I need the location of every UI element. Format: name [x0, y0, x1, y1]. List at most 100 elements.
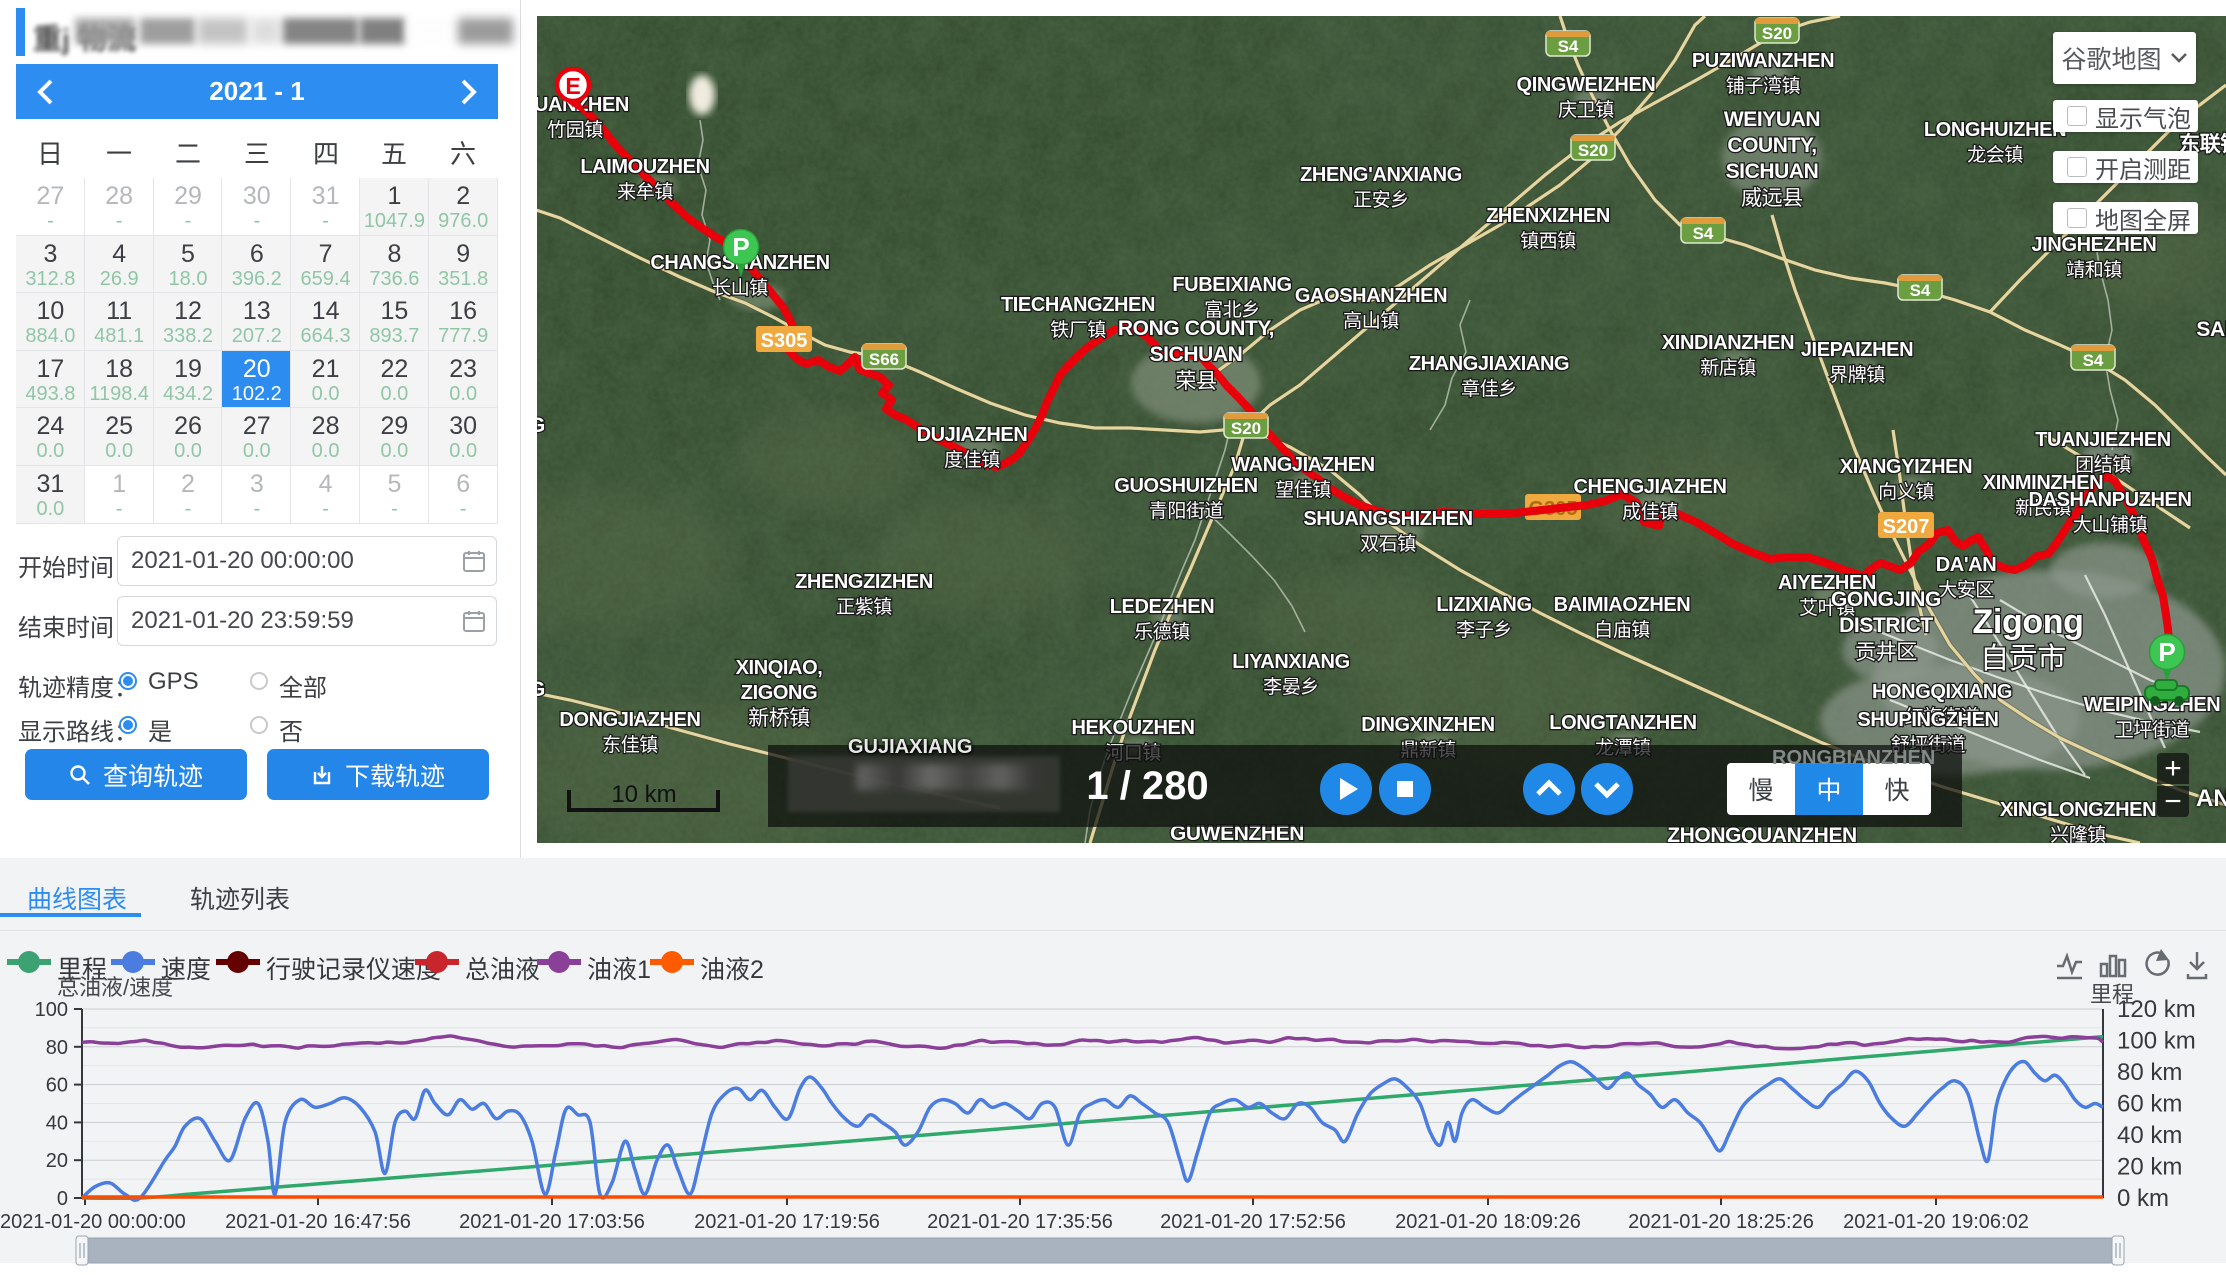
- svg-text:ZHENG'ANXIANG: ZHENG'ANXIANG: [1300, 164, 1462, 186]
- svg-text:S207: S207: [1883, 516, 1930, 538]
- svg-text:靖和镇: 靖和镇: [2066, 259, 2122, 281]
- svg-text:LIYANXIANG: LIYANXIANG: [1232, 651, 1350, 673]
- svg-text:0 km: 0 km: [2117, 1185, 2169, 1212]
- svg-text:SHUANGSHIZHEN: SHUANGSHIZHEN: [1303, 508, 1472, 530]
- svg-text:来牟镇: 来牟镇: [617, 181, 673, 203]
- svg-text:XIANGYIZHEN: XIANGYIZHEN: [1840, 456, 1972, 478]
- svg-text:铺子湾镇: 铺子湾镇: [1726, 75, 1801, 97]
- svg-text:红旗街道: 红旗街道: [1905, 706, 1980, 728]
- svg-text:LEDEZHEN: LEDEZHEN: [1110, 596, 1215, 618]
- svg-text:BAIMIAOZHEN: BAIMIAOZHEN: [1554, 594, 1691, 616]
- svg-text:XINGLONGZHEN: XINGLONGZHEN: [2000, 799, 2156, 821]
- svg-text:XINDIANZHEN: XINDIANZHEN: [1662, 332, 1794, 354]
- svg-text:大安区: 大安区: [1938, 579, 1994, 601]
- svg-text:龙会镇: 龙会镇: [1967, 144, 2023, 166]
- svg-text:60 km: 60 km: [2117, 1091, 2182, 1118]
- svg-text:S20: S20: [1578, 141, 1608, 160]
- svg-text:G: G: [537, 414, 545, 437]
- svg-text:新桥镇: 新桥镇: [748, 707, 810, 730]
- svg-text:东佳镇: 东佳镇: [602, 734, 658, 756]
- svg-text:镇西镇: 镇西镇: [1520, 230, 1576, 252]
- svg-text:长山镇: 长山镇: [712, 277, 768, 299]
- svg-text:度佳镇: 度佳镇: [944, 449, 1000, 471]
- svg-text:PUZIWANZHEN: PUZIWANZHEN: [1692, 50, 1834, 72]
- svg-text:总油液/速度: 总油液/速度: [57, 975, 173, 1000]
- svg-text:2021-01-20 18:25:26: 2021-01-20 18:25:26: [1628, 1211, 1814, 1233]
- svg-text:GAOSHANZHEN: GAOSHANZHEN: [1295, 285, 1447, 307]
- svg-text:SHUPINGZHEN: SHUPINGZHEN: [1857, 709, 1998, 731]
- svg-text:QINGWEIZHEN: QINGWEIZHEN: [1517, 74, 1656, 96]
- svg-text:贡井区: 贡井区: [1855, 641, 1917, 664]
- svg-text:2021-01-20 17:19:56: 2021-01-20 17:19:56: [694, 1211, 880, 1233]
- svg-text:WANGJIAZHEN: WANGJIAZHEN: [1231, 454, 1374, 476]
- svg-text:Zigong: Zigong: [1973, 603, 2084, 641]
- svg-text:P: P: [732, 232, 749, 262]
- svg-text:COUNTY,: COUNTY,: [1727, 134, 1816, 157]
- svg-text:新店镇: 新店镇: [1700, 357, 1756, 379]
- svg-text:ZIGONG: ZIGONG: [741, 682, 818, 704]
- svg-text:JIEPAIZHEN: JIEPAIZHEN: [1801, 339, 1913, 361]
- svg-text:80: 80: [46, 1037, 68, 1059]
- svg-text:ZHENGZIZHEN: ZHENGZIZHEN: [795, 571, 933, 593]
- svg-text:GONGJING: GONGJING: [1831, 588, 1941, 611]
- svg-text:乐德镇: 乐德镇: [1134, 621, 1190, 643]
- svg-text:李晏乡: 李晏乡: [1263, 676, 1319, 698]
- svg-text:自贡市: 自贡市: [1980, 642, 2066, 675]
- svg-text:高山镇: 高山镇: [1343, 310, 1399, 332]
- svg-text:AIYEZHEN: AIYEZHEN: [1778, 572, 1876, 594]
- svg-text:S305: S305: [761, 330, 808, 352]
- svg-text:铁厂镇: 铁厂镇: [1050, 319, 1106, 341]
- svg-text:LONGHUIZHEN: LONGHUIZHEN: [1924, 119, 2066, 141]
- svg-text:卫坪街道: 卫坪街道: [2115, 719, 2190, 741]
- svg-text:CHENGJIAZHEN: CHENGJIAZHEN: [1574, 476, 1727, 498]
- svg-text:DA'AN: DA'AN: [1936, 554, 1997, 576]
- svg-text:LONGTANZHEN: LONGTANZHEN: [1549, 712, 1696, 734]
- svg-text:S4: S4: [1910, 281, 1931, 300]
- svg-text:荣县: 荣县: [1175, 370, 1216, 393]
- svg-text:HONGQIXIANG: HONGQIXIANG: [1872, 681, 2012, 703]
- svg-text:S4: S4: [2083, 351, 2104, 370]
- svg-text:S4: S4: [1693, 224, 1714, 243]
- svg-text:2021-01-20 16:47:56: 2021-01-20 16:47:56: [225, 1211, 411, 1233]
- svg-text:ZHANGJIAXIANG: ZHANGJIAXIANG: [1409, 353, 1569, 375]
- svg-text:RONG COUNTY,: RONG COUNTY,: [1118, 317, 1274, 340]
- svg-text:竹园镇: 竹园镇: [547, 119, 603, 141]
- svg-text:FUBEIXIANG: FUBEIXIANG: [1172, 274, 1291, 296]
- svg-text:20: 20: [46, 1150, 68, 1172]
- svg-text:DASHANPUZHEN: DASHANPUZHEN: [2029, 489, 2192, 511]
- svg-text:ZHONGQUANZHEN: ZHONGQUANZHEN: [1667, 824, 1857, 843]
- svg-text:李子乡: 李子乡: [1456, 619, 1512, 641]
- svg-text:SICHUAN: SICHUAN: [1150, 343, 1243, 366]
- svg-text:青阳街道: 青阳街道: [1149, 500, 1224, 522]
- svg-text:正安乡: 正安乡: [1353, 189, 1409, 211]
- svg-text:SAN: SAN: [2196, 318, 2226, 341]
- svg-text:2021-01-20 17:03:56: 2021-01-20 17:03:56: [459, 1211, 645, 1233]
- svg-text:2021-01-20 00:00:00: 2021-01-20 00:00:00: [0, 1211, 186, 1233]
- svg-text:P: P: [2158, 637, 2175, 667]
- svg-text:JINGHEZHEN: JINGHEZHEN: [2032, 234, 2157, 256]
- svg-text:XINMINZHEN: XINMINZHEN: [1983, 472, 2103, 494]
- svg-text:DUJIAZHEN: DUJIAZHEN: [917, 424, 1028, 446]
- svg-text:威远县: 威远县: [1741, 187, 1803, 210]
- svg-text:双石镇: 双石镇: [1360, 533, 1416, 555]
- svg-text:新民镇: 新民镇: [2015, 497, 2071, 519]
- svg-text:2021-01-20 17:35:56: 2021-01-20 17:35:56: [927, 1211, 1113, 1233]
- svg-text:60: 60: [46, 1075, 68, 1097]
- svg-text:TIECHANGZHEN: TIECHANGZHEN: [1001, 294, 1155, 316]
- svg-text:DISTRICT: DISTRICT: [1839, 614, 1933, 637]
- svg-text:0: 0: [57, 1188, 68, 1210]
- svg-text:80 km: 80 km: [2117, 1059, 2182, 1086]
- svg-text:100 km: 100 km: [2117, 1028, 2196, 1055]
- svg-text:S20: S20: [1762, 24, 1792, 43]
- svg-text:里程: 里程: [2090, 982, 2134, 1007]
- svg-text:E: E: [565, 73, 580, 99]
- svg-text:成佳镇: 成佳镇: [1622, 501, 1678, 523]
- svg-text:向义镇: 向义镇: [1878, 481, 1934, 503]
- svg-text:白庙镇: 白庙镇: [1594, 619, 1650, 641]
- svg-text:艾叶镇: 艾叶镇: [1799, 597, 1855, 619]
- svg-text:LAIMOUZHEN: LAIMOUZHEN: [580, 156, 709, 178]
- svg-text:DONGJIAZHEN: DONGJIAZHEN: [559, 709, 700, 731]
- svg-text:团结镇: 团结镇: [2075, 454, 2131, 476]
- svg-text:40: 40: [46, 1112, 68, 1134]
- svg-text:S4: S4: [1558, 37, 1579, 56]
